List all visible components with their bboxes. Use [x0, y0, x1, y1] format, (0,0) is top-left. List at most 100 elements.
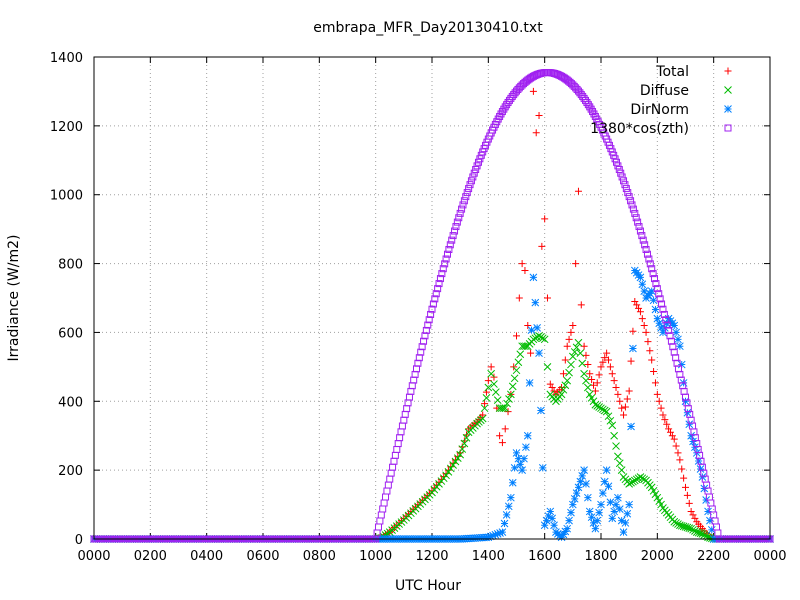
- data-point: [702, 532, 711, 540]
- data-point: [393, 445, 401, 453]
- data-point: [691, 527, 699, 535]
- data-point: [631, 209, 639, 217]
- y-tick-label: 1200: [50, 120, 83, 135]
- data-point: [666, 332, 674, 340]
- data-point: [608, 514, 617, 523]
- data-point: [522, 443, 530, 452]
- data-point: [605, 356, 613, 364]
- data-point: [498, 439, 506, 447]
- data-point: [570, 494, 579, 503]
- data-point: [557, 533, 566, 542]
- data-point: [518, 342, 526, 351]
- data-point: [663, 420, 671, 428]
- data-point: [497, 404, 506, 413]
- data-point: [432, 290, 440, 298]
- data-point: [663, 321, 671, 329]
- data-point: [683, 408, 692, 417]
- data-point: [508, 382, 517, 391]
- data-point: [493, 396, 502, 404]
- y-tick-label: 600: [58, 326, 83, 341]
- data-point: [627, 478, 635, 487]
- data-point: [428, 305, 436, 313]
- data-point: [642, 328, 650, 336]
- data-point: [540, 521, 549, 530]
- axis-ticks: 0000 0200 0400 0600 0800 1000 1200 1400 1600 1800…: [50, 51, 787, 564]
- x-tick-label: 1600: [528, 549, 561, 564]
- data-point: [659, 411, 667, 419]
- data-point: [565, 335, 573, 343]
- data-point: [610, 377, 618, 385]
- data-point: [499, 404, 508, 413]
- data-point: [653, 390, 661, 398]
- data-point: [689, 511, 697, 519]
- data-point: [443, 250, 451, 258]
- data-point: [653, 314, 662, 323]
- data-point: [448, 236, 456, 244]
- data-point: [411, 370, 419, 378]
- data-point: [481, 400, 489, 408]
- data-point: [600, 406, 609, 415]
- data-point: [379, 505, 387, 513]
- data-point: [670, 517, 679, 526]
- data-point: [591, 524, 600, 533]
- legend-label: Total: [655, 64, 689, 80]
- data-point: [535, 112, 543, 120]
- data-point: [496, 529, 504, 537]
- data-point: [501, 425, 509, 433]
- data-point: [398, 422, 406, 430]
- data-point: [529, 87, 537, 95]
- data-point: [615, 166, 623, 174]
- data-point: [597, 363, 605, 371]
- data-point: [676, 370, 684, 378]
- data-point: [462, 434, 471, 442]
- data-point: [507, 390, 515, 399]
- data-point: [674, 449, 682, 457]
- data-point: [565, 516, 573, 525]
- data-point: [582, 351, 590, 359]
- data-point: [681, 397, 690, 406]
- data-point: [625, 387, 633, 395]
- data-point: [582, 376, 590, 385]
- data-point: [677, 360, 686, 369]
- data-point: [704, 507, 712, 516]
- data-point: [665, 425, 673, 433]
- data-point: [623, 509, 632, 518]
- data-point: [617, 169, 625, 177]
- data-point: [452, 223, 460, 231]
- y-tick-label: 0: [75, 533, 83, 548]
- data-point: [458, 205, 466, 213]
- data-point: [465, 185, 473, 193]
- data-point: [563, 342, 571, 350]
- data-point: [648, 265, 656, 273]
- data-point: [568, 352, 577, 361]
- y-tick-label: 400: [58, 395, 83, 410]
- data-point: [407, 387, 415, 395]
- data-point: [502, 511, 511, 519]
- data-point: [638, 315, 646, 323]
- data-point: [518, 260, 526, 268]
- data-point: [383, 487, 391, 495]
- data-point: [670, 435, 678, 443]
- y-tick-label: 1400: [50, 51, 83, 66]
- data-point: [676, 342, 684, 351]
- data-point: [638, 232, 646, 240]
- data-point: [687, 431, 695, 440]
- data-point: [543, 363, 552, 371]
- data-point: [523, 431, 532, 440]
- data-point: [484, 533, 493, 542]
- data-point: [636, 473, 645, 481]
- data-point: [574, 187, 582, 195]
- data-point: [685, 524, 694, 532]
- data-point: [559, 370, 567, 378]
- data-point: [649, 296, 658, 305]
- x-tick-label: 0200: [134, 549, 167, 564]
- data-point: [520, 454, 528, 463]
- data-point: [491, 530, 500, 539]
- data-point: [617, 466, 626, 474]
- data-point: [404, 399, 412, 407]
- data-point: [614, 162, 622, 170]
- data-point: [648, 356, 656, 364]
- data-point: [546, 507, 555, 516]
- data-point: [462, 193, 470, 201]
- x-tick-label: 0000: [753, 549, 786, 564]
